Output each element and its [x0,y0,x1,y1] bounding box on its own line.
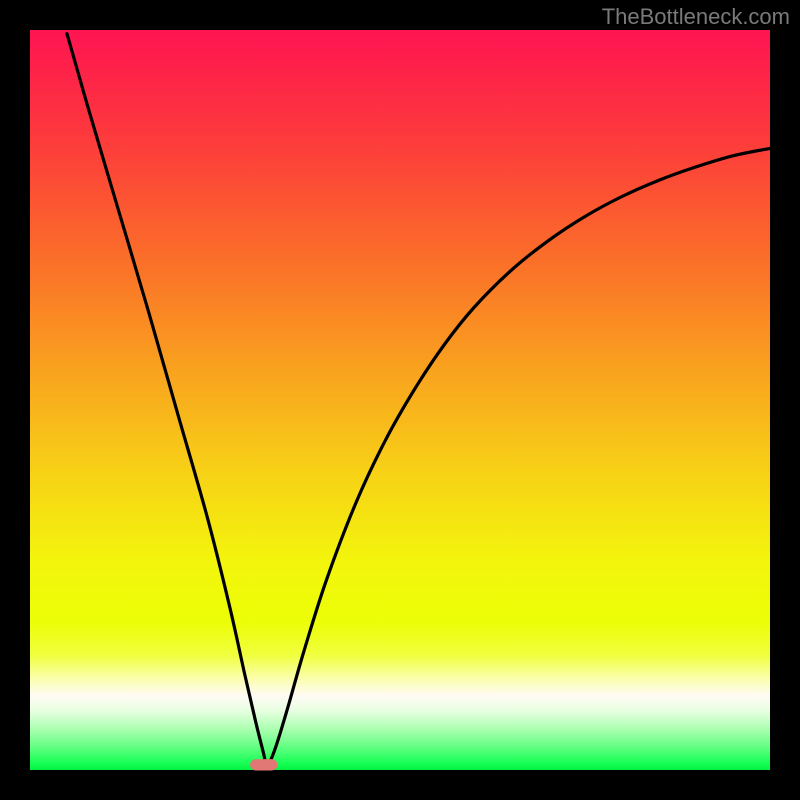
watermark-text: TheBottleneck.com [602,4,790,30]
bottleneck-chart [0,0,800,800]
minimum-marker [251,760,278,770]
chart-background-gradient [30,30,770,770]
chart-container: TheBottleneck.com [0,0,800,800]
